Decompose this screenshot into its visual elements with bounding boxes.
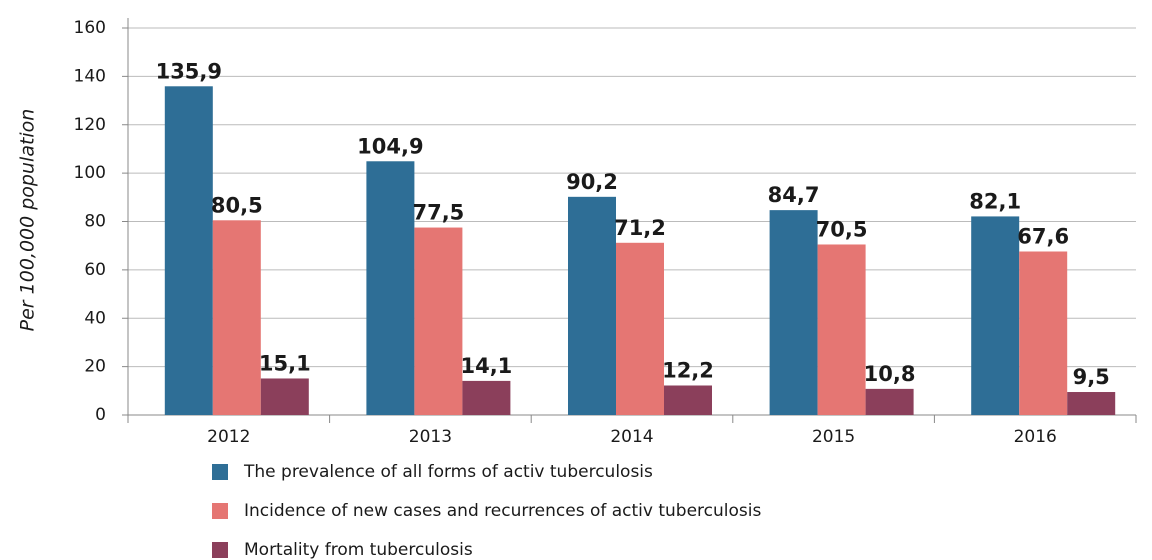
value-label: 84,7 — [768, 183, 820, 207]
value-label: 90,2 — [566, 170, 618, 194]
value-label: 82,1 — [969, 189, 1021, 213]
bar — [164, 86, 213, 416]
legend-label: The prevalence of all forms of activ tub… — [243, 462, 653, 482]
y-tick-label: 0 — [95, 405, 106, 425]
y-axis-label: Per 100,000 population — [17, 109, 39, 332]
legend-label: Mortality from tuberculosis — [244, 540, 473, 560]
y-tick-label: 140 — [74, 66, 106, 86]
y-tick-label: 60 — [84, 260, 106, 280]
x-tick-label: 2014 — [610, 427, 653, 447]
legend-swatch — [212, 542, 228, 558]
y-tick-label: 120 — [74, 115, 106, 135]
value-label: 80,5 — [211, 193, 263, 217]
bar — [1019, 251, 1068, 415]
value-label: 71,2 — [614, 216, 666, 240]
bar — [462, 380, 511, 415]
legend-swatch — [212, 503, 228, 519]
value-label: 135,9 — [156, 59, 222, 83]
y-tick-label: 80 — [84, 212, 106, 232]
y-tick-label: 20 — [84, 357, 106, 377]
legend-swatch — [212, 464, 228, 480]
bar — [260, 378, 309, 415]
bar — [769, 210, 818, 415]
legend-label: Incidence of new cases and recurrences o… — [244, 501, 761, 521]
value-label: 77,5 — [412, 201, 464, 225]
value-label: 104,9 — [357, 134, 423, 158]
bar — [817, 244, 866, 415]
y-tick-label: 40 — [84, 308, 106, 328]
value-label: 14,1 — [460, 354, 512, 378]
value-label: 70,5 — [816, 217, 868, 241]
bar — [212, 220, 261, 415]
bar — [971, 216, 1020, 415]
x-tick-label: 2013 — [409, 427, 452, 447]
y-tick-label: 100 — [74, 163, 106, 183]
bar — [414, 227, 463, 415]
value-label: 67,6 — [1017, 224, 1069, 248]
value-label: 12,2 — [662, 358, 714, 382]
bar — [616, 242, 664, 415]
x-tick-label: 2012 — [207, 427, 250, 447]
value-label: 15,1 — [259, 351, 311, 375]
bar — [366, 161, 415, 415]
bar — [1067, 392, 1116, 415]
value-label: 10,8 — [864, 362, 916, 386]
y-tick-label: 160 — [74, 18, 106, 38]
bar — [865, 388, 914, 415]
x-tick-label: 2015 — [812, 427, 855, 447]
value-label: 9,5 — [1073, 365, 1110, 389]
bar — [664, 385, 712, 415]
x-tick-label: 2016 — [1014, 427, 1057, 447]
bar — [568, 196, 616, 415]
